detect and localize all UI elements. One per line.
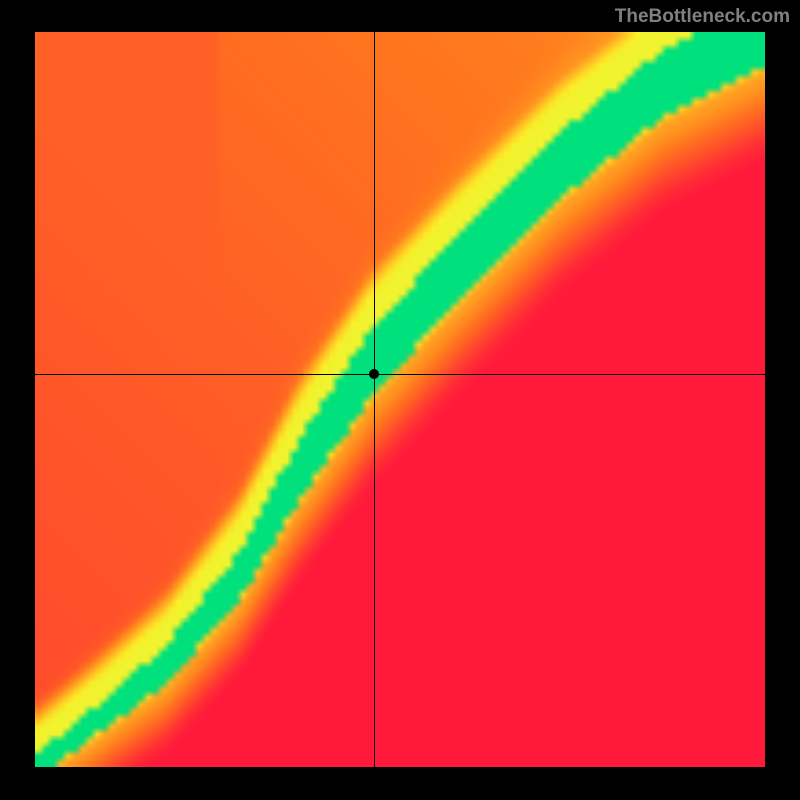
- chart-container: TheBottleneck.com: [0, 0, 800, 800]
- heatmap-canvas: [35, 32, 765, 767]
- crosshair-vertical: [374, 32, 375, 767]
- watermark-text: TheBottleneck.com: [615, 6, 790, 28]
- crosshair-horizontal: [35, 374, 765, 375]
- heatmap-plot: [35, 32, 765, 767]
- crosshair-marker: [369, 369, 379, 379]
